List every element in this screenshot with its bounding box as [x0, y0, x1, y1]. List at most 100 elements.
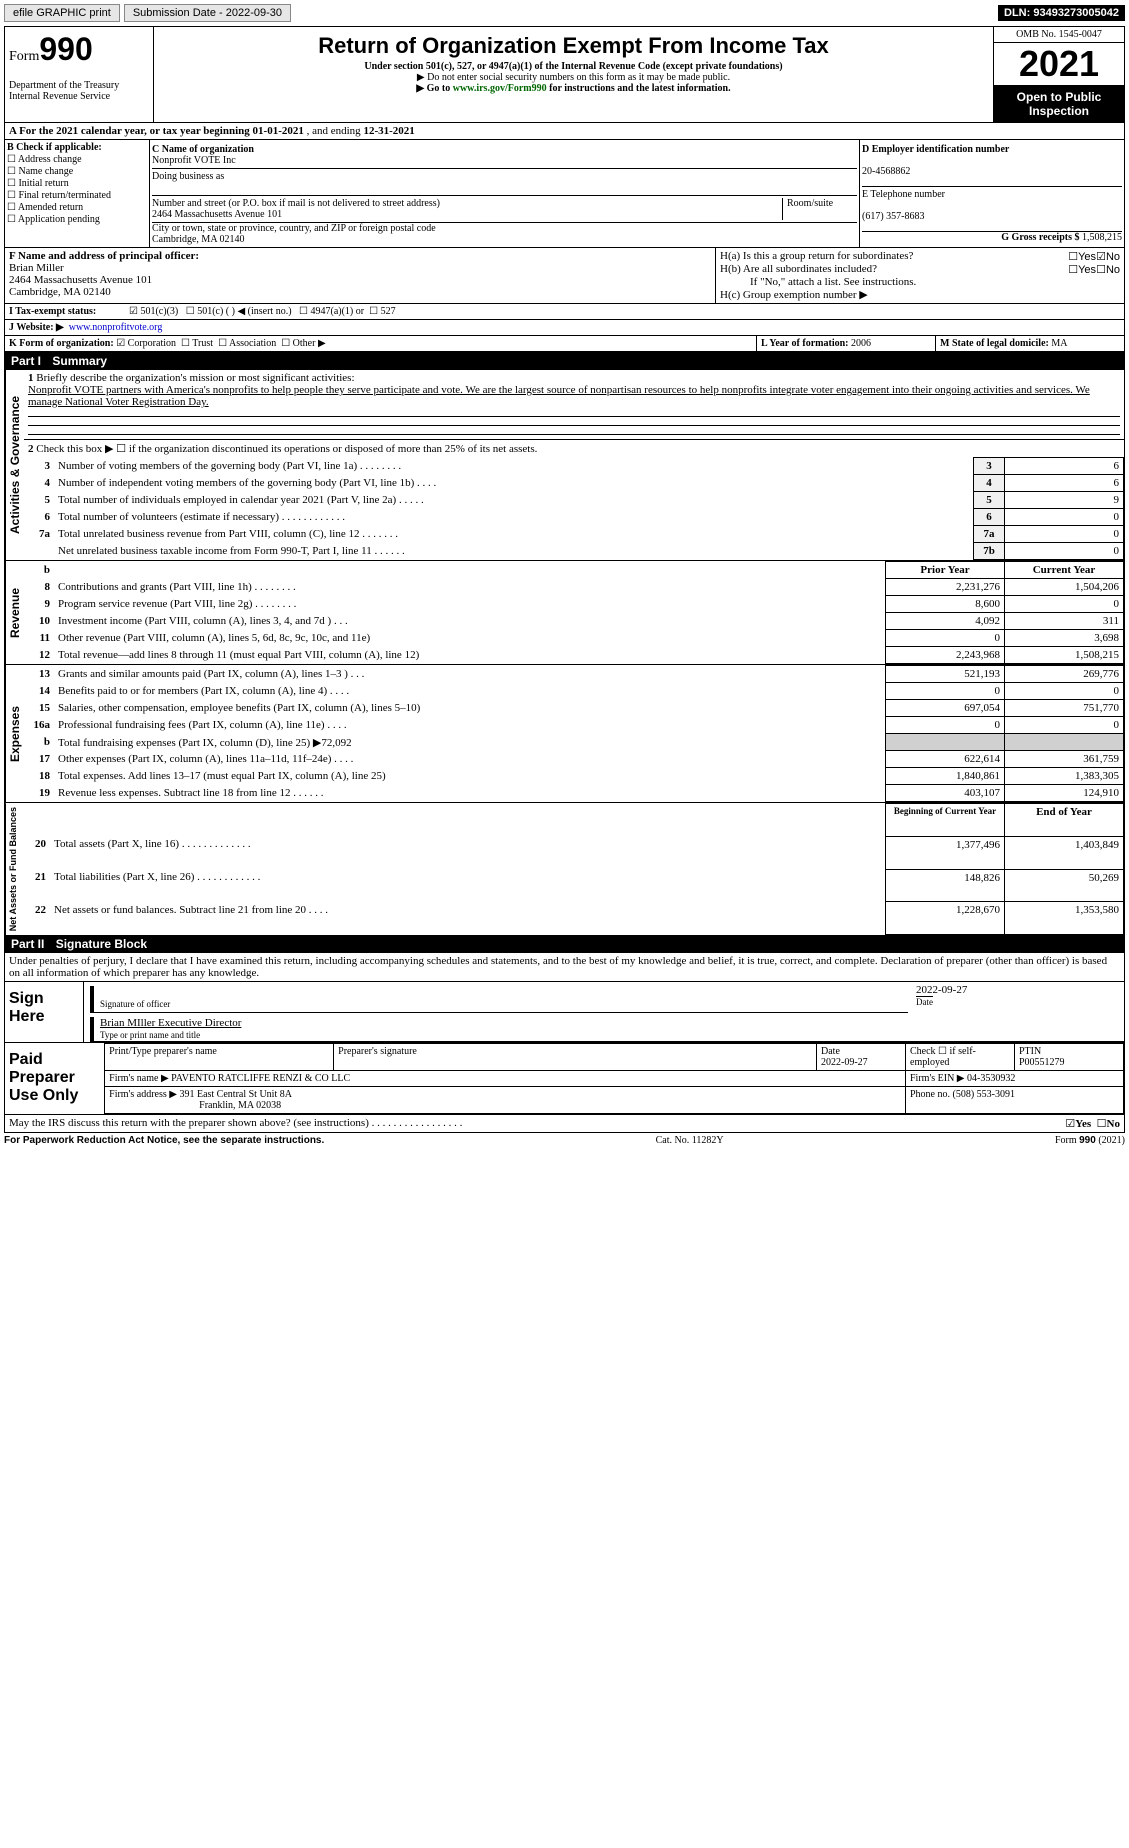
discuss-no[interactable]: ☐No [1097, 1117, 1120, 1130]
sign-right: Signature of officer 2022-09-27Date Bria… [84, 982, 1124, 1042]
section-j: J Website: ▶ www.nonprofitvote.org [5, 320, 1124, 336]
table-row: 10Investment income (Part VIII, column (… [24, 613, 1124, 630]
chk-name[interactable]: ☐ Name change [7, 166, 147, 177]
part2-title: Signature Block [56, 937, 147, 951]
year-formed: 2006 [851, 338, 871, 349]
firm-phone-val: (508) 553-3091 [953, 1089, 1016, 1100]
open-public: Open to Public Inspection [994, 86, 1124, 122]
section-m: M State of legal domicile: MA [936, 336, 1124, 351]
efile-print-button[interactable]: efile GRAPHIC print [4, 4, 120, 22]
footer-right: Form 990 (2021) [1055, 1135, 1125, 1146]
table-row: 7aTotal unrelated business revenue from … [24, 526, 1124, 543]
submission-date-button[interactable]: Submission Date - 2022-09-30 [124, 4, 291, 22]
table-header-row: bPrior YearCurrent Year [24, 562, 1124, 579]
table-row: 4Number of independent voting members of… [24, 475, 1124, 492]
hb-no-lbl: No [1106, 264, 1120, 276]
sig-date: 2022-09-27Date [908, 982, 1124, 1013]
hb-yes[interactable]: ☐Yes [1068, 263, 1096, 276]
chk-trust[interactable]: ☐ Trust [181, 338, 213, 349]
top-bar: efile GRAPHIC print Submission Date - 20… [4, 4, 1125, 22]
chk-name-lbl: Name change [18, 166, 73, 177]
form-header: Form990 Department of the Treasury Inter… [5, 27, 1124, 123]
footer-cat: Cat. No. 11282Y [656, 1135, 724, 1146]
ha-no[interactable]: ☑No [1096, 250, 1120, 263]
chk-assoc[interactable]: ☐ Association [218, 338, 276, 349]
table-row: 6Total number of volunteers (estimate if… [24, 509, 1124, 526]
officer-typed-name: Brian MIller Executive Director [100, 1017, 241, 1029]
form-number: 990 [39, 31, 92, 67]
section-h: H(a) Is this a group return for subordin… [716, 248, 1124, 303]
discuss-yes[interactable]: ☑Yes [1065, 1117, 1091, 1130]
q1-label: Briefly describe the organization's miss… [36, 372, 354, 384]
vert-netassets: Net Assets or Fund Balances [5, 803, 20, 935]
paid-preparer-label: Paid Preparer Use Only [5, 1043, 104, 1114]
chk-4947[interactable]: ☐ 4947(a)(1) or [299, 306, 364, 317]
f-lbl: F Name and address of principal officer: [9, 250, 199, 262]
hb-yes-lbl: Yes [1078, 264, 1096, 276]
officer-name: Brian Miller [9, 262, 64, 274]
period-pre: A For the 2021 calendar year, or tax yea… [9, 125, 253, 137]
section-bcde: B Check if applicable: ☐ Address change … [5, 140, 1124, 248]
firm-phone-cell: Phone no. (508) 553-3091 [906, 1087, 1124, 1114]
i-4947: 4947(a)(1) or [311, 306, 365, 317]
q1-num: 1 [28, 372, 34, 384]
table-row: bTotal fundraising expenses (Part IX, co… [24, 734, 1124, 751]
table-row: 3Number of voting members of the governi… [24, 458, 1124, 475]
paid-preparer-row: Paid Preparer Use Only Print/Type prepar… [5, 1043, 1124, 1115]
section-klm: K Form of organization: ☑ Corporation ☐ … [5, 336, 1124, 352]
room-lbl: Room/suite [787, 198, 833, 209]
table-header-row: Beginning of Current YearEnd of Year [20, 804, 1124, 837]
table-row: 15Salaries, other compensation, employee… [24, 700, 1124, 717]
dln-label: DLN: 93493273005042 [998, 5, 1125, 21]
prep-name-lbl: Print/Type preparer's name [105, 1044, 334, 1071]
chk-final[interactable]: ☐ Final return/terminated [7, 190, 147, 201]
sign-here-label: Sign Here [5, 982, 84, 1042]
firm-ein-cell: Firm's EIN ▶ 04-3530932 [906, 1071, 1124, 1087]
expenses-table: 13Grants and similar amounts paid (Part … [24, 665, 1124, 802]
revenue-section: Revenue bPrior YearCurrent Year8Contribu… [5, 560, 1124, 664]
vert-revenue: Revenue [5, 561, 24, 664]
table-row: 9Program service revenue (Part VIII, lin… [24, 596, 1124, 613]
chk-527[interactable]: ☐ 527 [369, 306, 395, 317]
section-l: L Year of formation: 2006 [757, 336, 936, 351]
chk-pending[interactable]: ☐ Application pending [7, 214, 147, 225]
state-domicile: MA [1051, 338, 1067, 349]
title-cell: Return of Organization Exempt From Incom… [154, 27, 993, 122]
firm-ein-val: 04-3530932 [967, 1073, 1015, 1084]
paid-table: Print/Type preparer's name Preparer's si… [104, 1043, 1124, 1114]
chk-501c[interactable]: ☐ 501(c) ( ) ◀ (insert no.) [186, 306, 292, 317]
ha-yes[interactable]: ☐Yes [1068, 250, 1096, 263]
section-c: C Name of organization Nonprofit VOTE In… [150, 140, 859, 247]
officer-addr1: 2464 Massachusetts Avenue 101 [9, 274, 152, 286]
c-name-lbl: C Name of organization [152, 144, 254, 155]
governance-table: 3Number of voting members of the governi… [24, 457, 1124, 560]
table-row: 17Other expenses (Part IX, column (A), l… [24, 751, 1124, 768]
chk-501c3[interactable]: ☑ 501(c)(3) [129, 306, 178, 317]
chk-amended[interactable]: ☐ Amended return [7, 202, 147, 213]
chk-initial[interactable]: ☐ Initial return [7, 178, 147, 189]
chk-address[interactable]: ☐ Address change [7, 154, 147, 165]
check-self[interactable]: Check ☐ if self-employed [906, 1044, 1015, 1071]
part1-title: Summary [52, 354, 107, 368]
irs-link[interactable]: www.irs.gov/Form990 [453, 83, 547, 94]
website-link[interactable]: www.nonprofitvote.org [69, 322, 163, 333]
table-row: 22Net assets or fund balances. Subtract … [20, 902, 1124, 935]
k-corp: Corporation [128, 338, 176, 349]
city-lbl: City or town, state or province, country… [152, 223, 436, 234]
vert-governance: Activities & Governance [5, 370, 24, 560]
governance-section: Activities & Governance 1 Briefly descri… [5, 370, 1124, 560]
section-fh: F Name and address of principal officer:… [5, 248, 1124, 304]
q2-text: Check this box ▶ ☐ if the organization d… [36, 443, 537, 455]
year-cell: OMB No. 1545-0047 2021 Open to Public In… [993, 27, 1124, 122]
section-k: K Form of organization: ☑ Corporation ☐ … [5, 336, 757, 351]
hb-no[interactable]: ☐No [1096, 263, 1120, 276]
officer-sig-line: Signature of officer [90, 986, 908, 1013]
goto-pre: ▶ Go to [416, 83, 452, 94]
firm-ein-lbl: Firm's EIN ▶ [910, 1073, 965, 1084]
firm-name-lbl: Firm's name ▶ [109, 1073, 169, 1084]
goto-post: for instructions and the latest informat… [547, 83, 731, 94]
chk-initial-lbl: Initial return [18, 178, 68, 189]
chk-other[interactable]: ☐ Other ▶ [281, 338, 325, 349]
i-527: 527 [381, 306, 396, 317]
chk-corp[interactable]: ☑ Corporation [116, 338, 176, 349]
